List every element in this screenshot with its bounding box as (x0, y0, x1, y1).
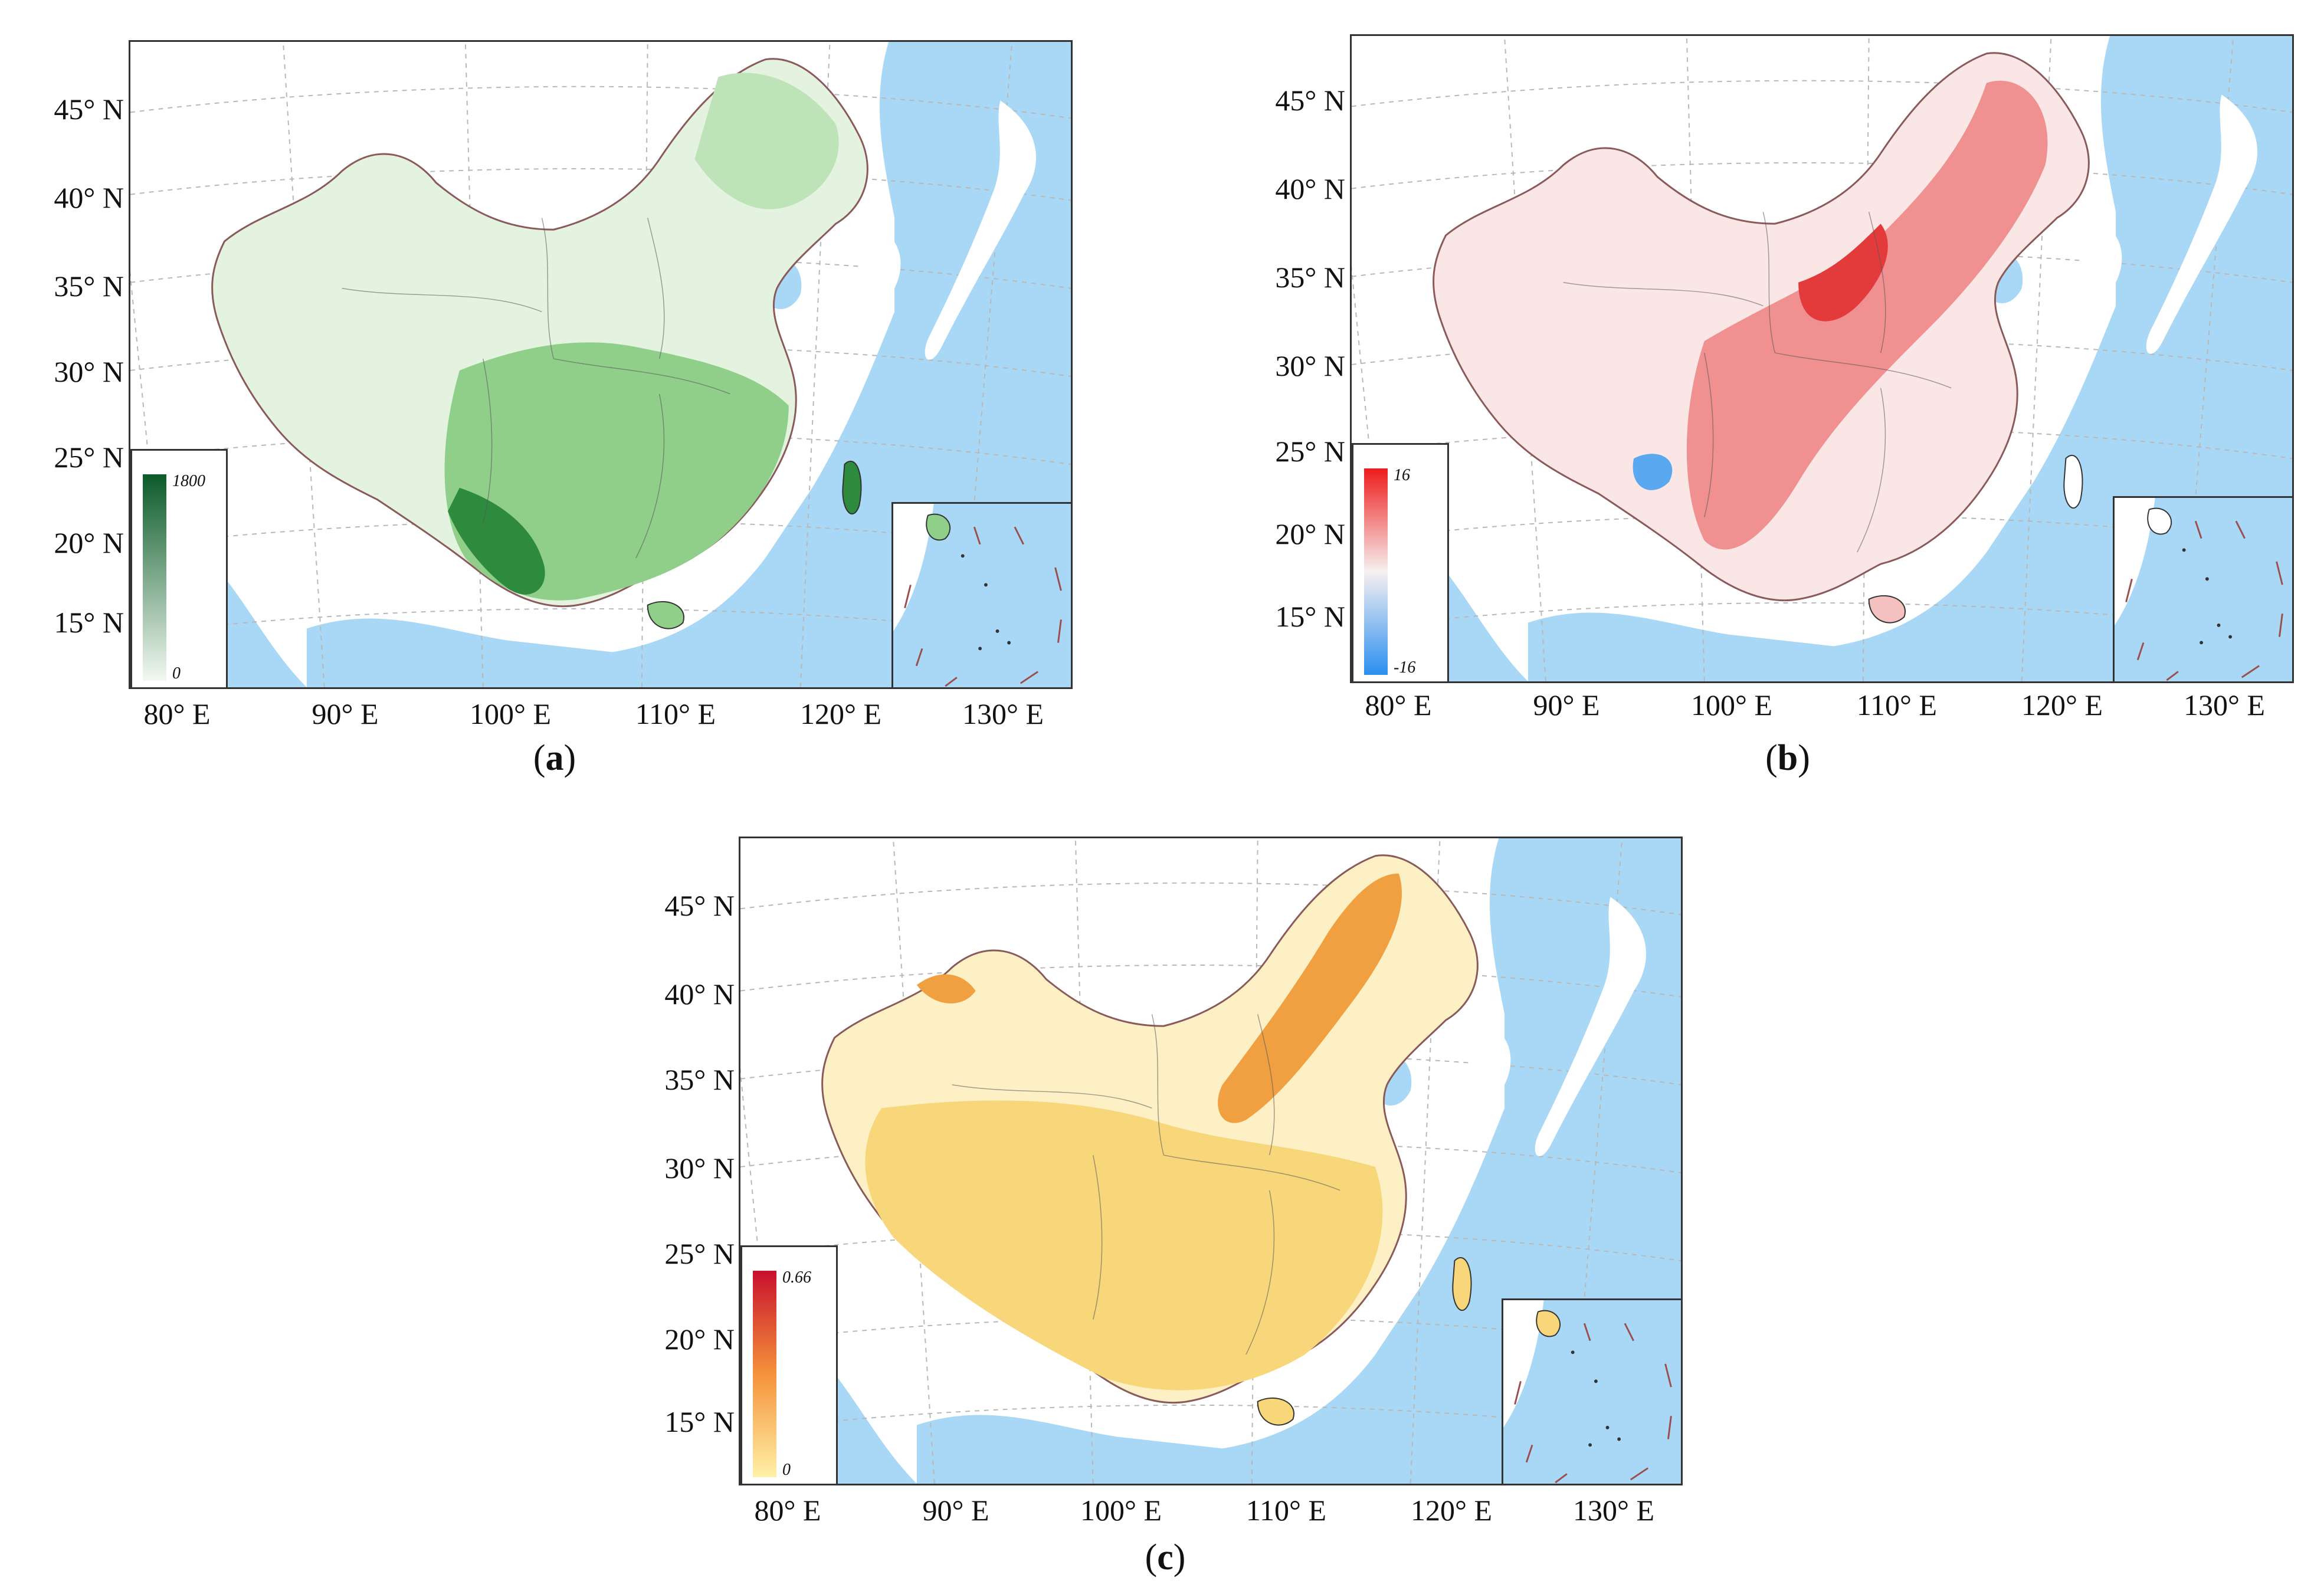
legend-max-c: 0.66 (782, 1268, 811, 1287)
lat-label: 25° N (664, 1237, 735, 1270)
colorbar-legend-a: 1800 0 (130, 449, 228, 687)
sea-region (306, 42, 1071, 687)
colorbar-a (143, 474, 166, 681)
lon-label: 120° E (1410, 1494, 1493, 1527)
lon-label: 130° E (2183, 688, 2266, 721)
hainan (647, 601, 684, 629)
lon-label: 90° E (312, 697, 379, 730)
lon-label: 110° E (1245, 1494, 1327, 1527)
lon-label: 130° E (962, 697, 1044, 730)
south-china-sea-inset-a (891, 502, 1071, 687)
lat-label: 15° N (54, 606, 124, 639)
province-lines (952, 1014, 1340, 1355)
map-frame-a: 1800 0 (129, 40, 1073, 689)
caption-b: (b) (1765, 738, 1810, 778)
lon-label: 120° E (2021, 688, 2103, 721)
province-lines (1563, 212, 1952, 553)
lon-label: 80° E (143, 697, 211, 730)
legend-max-a: 1800 (172, 472, 205, 490)
lon-label: 110° E (1856, 688, 1938, 721)
china-northeast-band (694, 73, 839, 209)
china-north-orange (1218, 873, 1402, 1123)
lon-label: 130° E (1572, 1494, 1655, 1527)
lat-label: 35° N (54, 270, 124, 303)
colorbar-c (753, 1271, 776, 1477)
sea-west (1440, 564, 1528, 681)
lat-label: 30° N (1275, 349, 1345, 382)
south-china-sea-inset-c (1502, 1298, 1681, 1484)
taiwan (842, 460, 862, 514)
china-loess-dark (1798, 224, 1888, 322)
lon-label: 100° E (1690, 688, 1773, 721)
colorbar-b (1364, 468, 1388, 675)
map-frame-b: 16 -16 (1350, 34, 2294, 683)
lon-label: 100° E (1080, 1494, 1162, 1527)
lon-label: 120° E (799, 697, 882, 730)
china-southwest-dark (447, 487, 545, 595)
lat-label: 30° N (54, 355, 124, 388)
lat-label: 40° N (664, 978, 735, 1011)
province-lines (342, 218, 730, 559)
map-frame-c: 0.66 0 (739, 837, 1683, 1485)
china-main-yellow (865, 1100, 1383, 1390)
legend-max-b: 16 (1394, 466, 1410, 484)
japan (1535, 897, 1647, 1156)
lon-label: 80° E (1365, 688, 1432, 721)
lon-label: 90° E (1533, 688, 1600, 721)
lat-label: 15° N (664, 1405, 735, 1438)
lat-label: 20° N (1275, 517, 1345, 550)
lat-label: 40° N (54, 181, 124, 214)
china-map-b (1352, 36, 2292, 681)
taiwan (2063, 454, 2083, 509)
lat-label: 45° N (664, 889, 735, 922)
china-map-a (130, 42, 1071, 687)
korea (1469, 1027, 1511, 1136)
lon-label: 110° E (635, 697, 716, 730)
lat-label: 25° N (1275, 435, 1345, 468)
china-blue-southwest (1633, 454, 1673, 490)
hainan (1868, 595, 1906, 624)
china-central-band (1686, 80, 2048, 550)
japan (2146, 94, 2258, 354)
colorbar-legend-c: 0.66 0 (740, 1245, 838, 1484)
legend-min-a: 0 (172, 664, 181, 683)
lat-label: 35° N (664, 1063, 735, 1096)
lat-label: 45° N (54, 93, 124, 126)
lat-label: 15° N (1275, 600, 1345, 633)
lat-label: 40° N (1275, 172, 1345, 205)
lat-label: 35° N (1275, 261, 1345, 294)
sea-region (916, 838, 1681, 1484)
caption-c: (c) (1145, 1537, 1186, 1577)
lat-label: 25° N (54, 441, 124, 474)
lat-label: 30° N (664, 1152, 735, 1185)
sea-region (1528, 36, 2292, 681)
china-south-region (444, 342, 789, 601)
sea-west (828, 1366, 917, 1484)
lon-label: 90° E (922, 1494, 989, 1527)
south-china-sea-inset-b (2113, 496, 2292, 681)
korea (2080, 225, 2122, 334)
legend-min-c: 0 (782, 1461, 791, 1479)
legend-min-b: -16 (1394, 658, 1416, 677)
korea (859, 231, 901, 340)
lat-label: 20° N (54, 526, 124, 559)
caption-a: (a) (533, 738, 576, 778)
japan (925, 100, 1037, 360)
lon-label: 100° E (469, 697, 552, 730)
colorbar-legend-b: 16 -16 (1352, 443, 1449, 681)
china-map-c (740, 838, 1681, 1484)
lat-label: 20° N (664, 1323, 735, 1356)
taiwan (1452, 1257, 1472, 1311)
lat-label: 45° N (1275, 84, 1345, 117)
xinjiang-orange (916, 974, 976, 1003)
sea-west (218, 570, 307, 687)
hainan (1257, 1397, 1294, 1426)
lon-label: 80° E (754, 1494, 821, 1527)
